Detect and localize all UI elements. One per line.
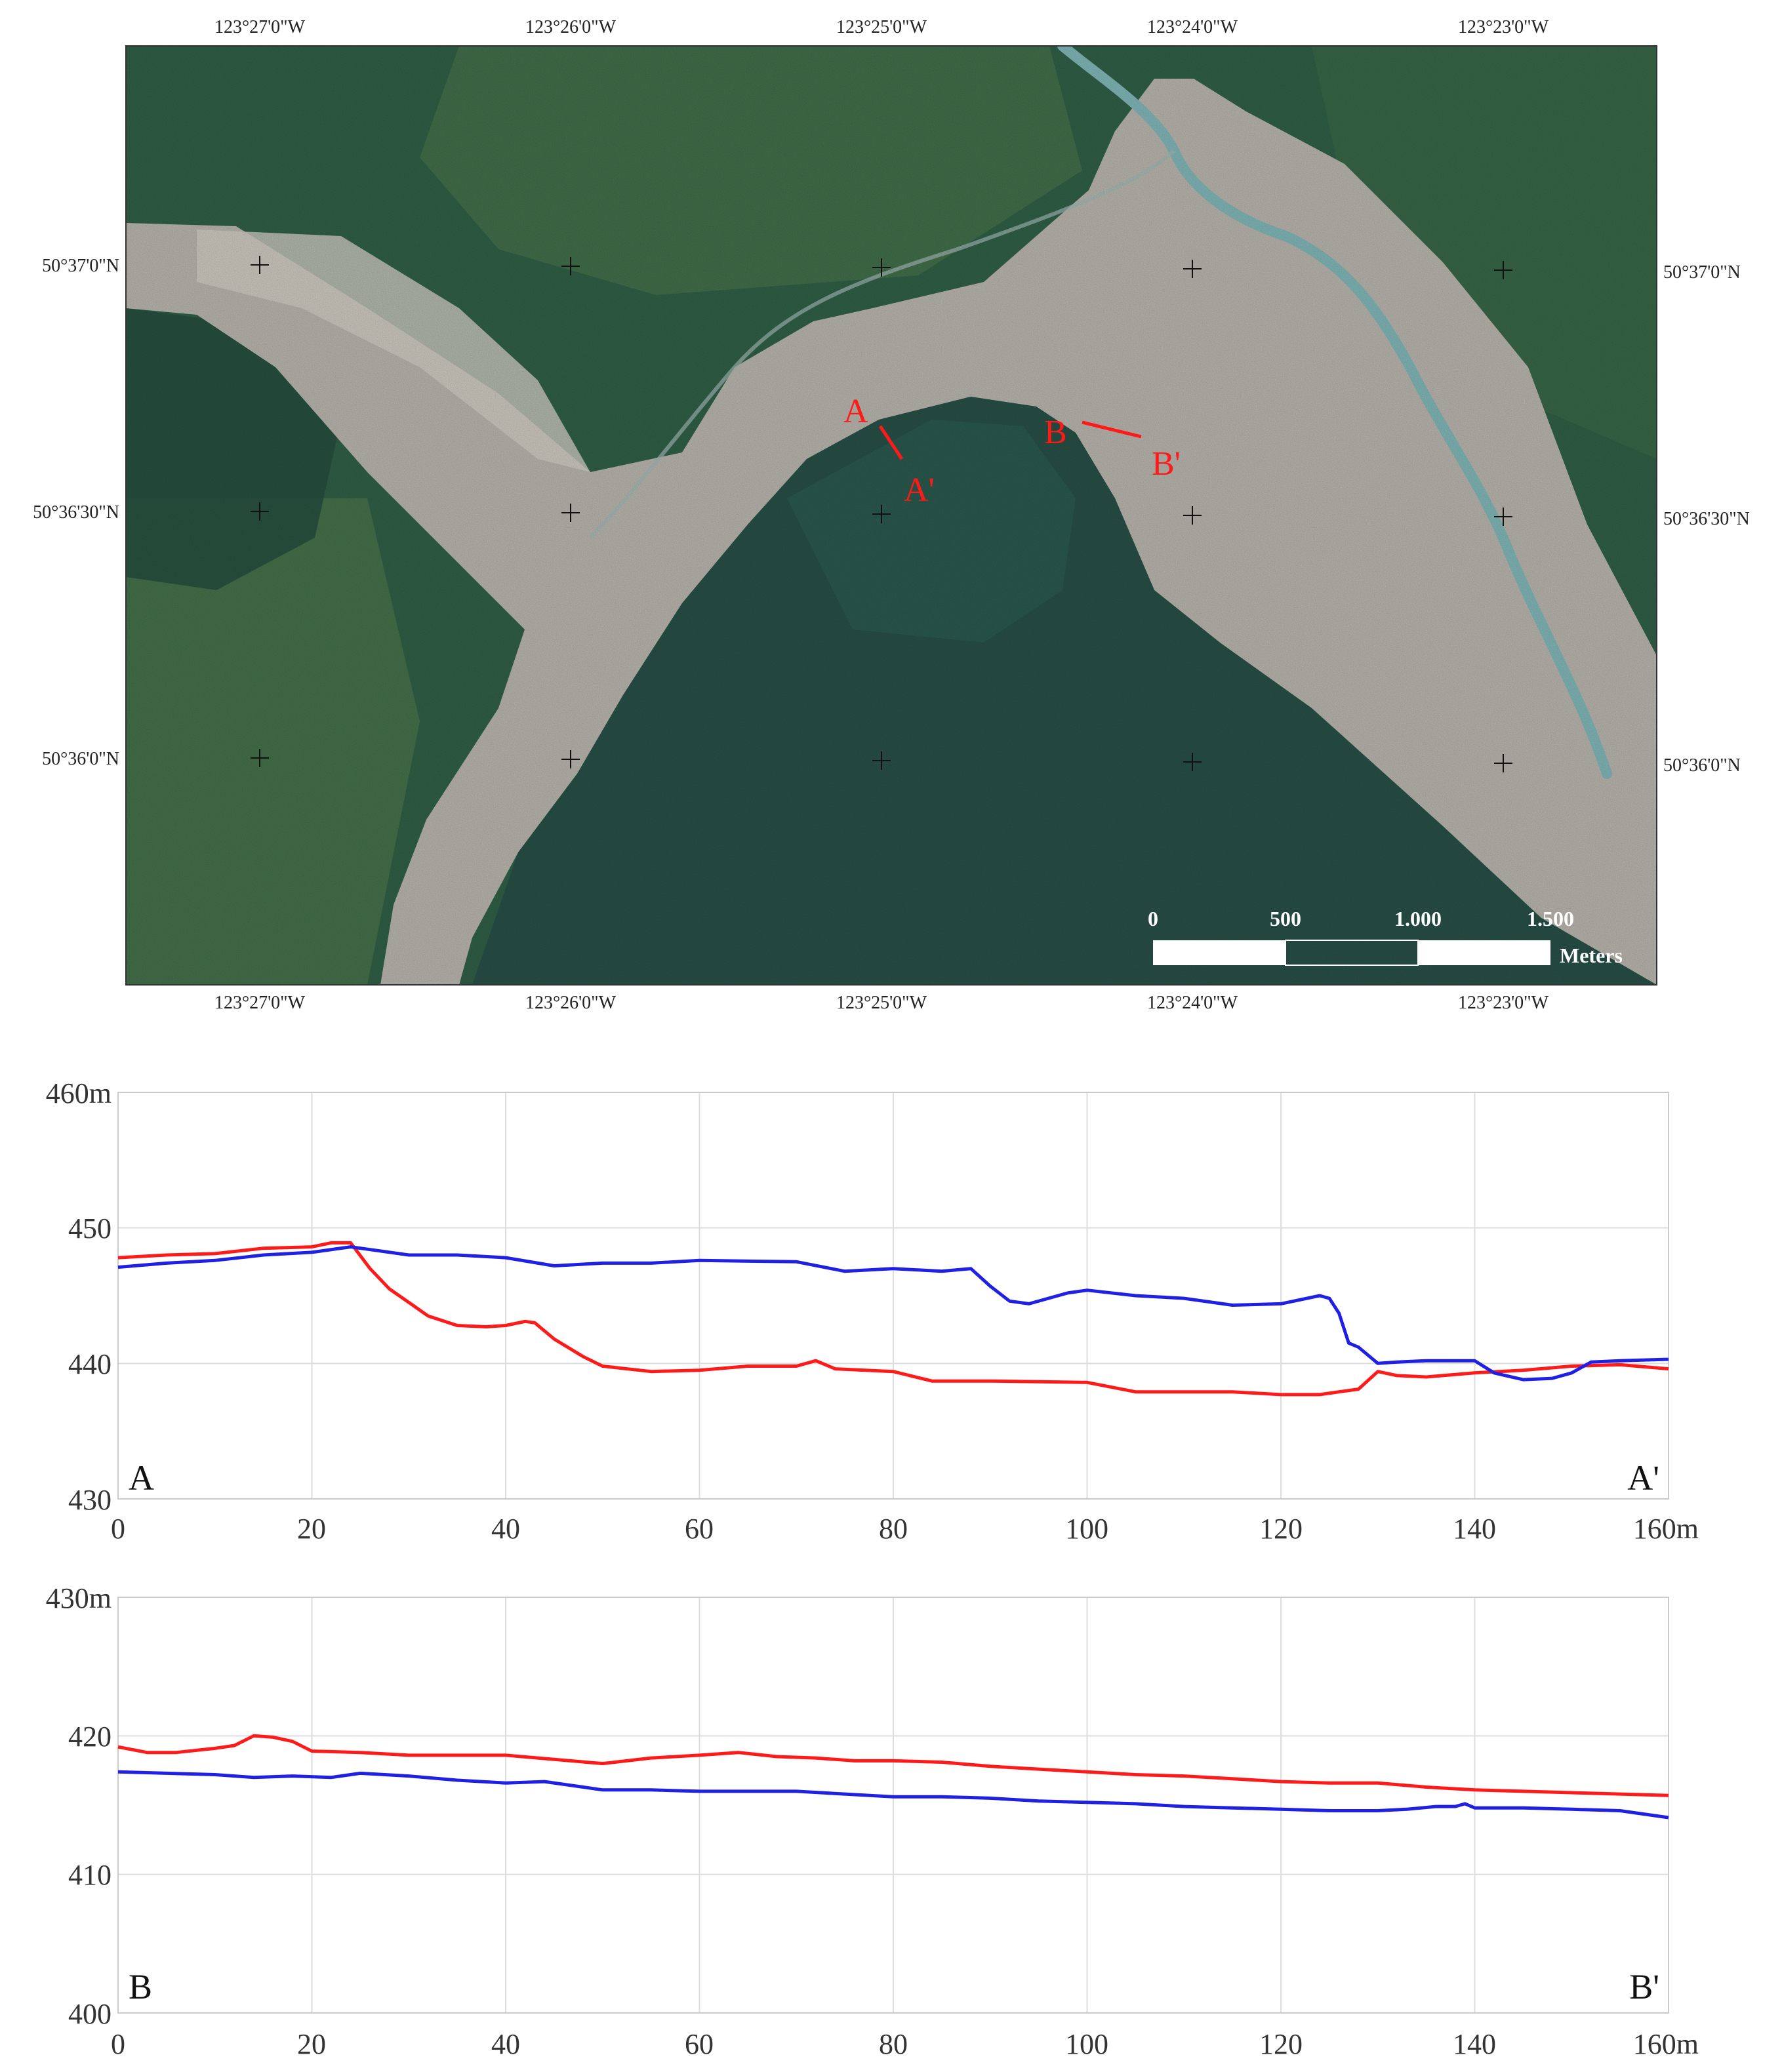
graticule-crosses bbox=[251, 256, 1512, 772]
y-tick-label: 450 bbox=[68, 1212, 111, 1245]
x-tick-label: 80 bbox=[879, 2028, 908, 2060]
profile-series-blue bbox=[117, 1770, 1669, 1820]
lat-label-left: 50°36'0"N bbox=[42, 749, 119, 769]
x-tick-label: 20 bbox=[297, 1513, 326, 1545]
y-tick-label: 400 bbox=[68, 1998, 111, 2030]
x-tick-label: 0 bbox=[111, 2028, 125, 2060]
lon-label-top: 123°26'0"W bbox=[525, 17, 617, 37]
profile-end-label: B' bbox=[1629, 1967, 1659, 2006]
y-tick-label: 460m bbox=[46, 1077, 111, 1109]
profile-chart-a: 430 440 450 460m 0 20 40 60 80 100 120 1… bbox=[46, 1077, 1699, 1545]
profile-label-a: A bbox=[843, 393, 868, 430]
left-latitude-labels: 50°37'0"N 50°36'30"N 50°36'0"N bbox=[33, 256, 119, 769]
lon-label-bottom: 123°23'0"W bbox=[1458, 993, 1549, 1013]
bottom-longitude-labels: 123°27'0"W 123°26'0"W 123°25'0"W 123°24'… bbox=[214, 993, 1549, 1013]
profile-label-b: B bbox=[1044, 414, 1067, 451]
chart-frame bbox=[117, 1092, 1669, 1500]
scale-segment bbox=[1418, 940, 1550, 965]
x-tick-label: 60 bbox=[685, 1513, 714, 1545]
x-tick-label: 120 bbox=[1259, 1513, 1303, 1545]
scale-segment bbox=[1153, 940, 1286, 965]
y-tick-labels: 430 440 450 460m bbox=[46, 1077, 111, 1516]
right-latitude-labels: 50°37'0"N 50°36'30"N 50°36'0"N bbox=[1663, 262, 1750, 776]
y-tick-labels: 400 410 420 430m bbox=[46, 1582, 111, 2030]
profile-series-red bbox=[117, 1734, 1669, 1797]
lon-label-bottom: 123°25'0"W bbox=[836, 993, 927, 1013]
x-tick-labels: 0 20 40 60 80 100 120 140 160m bbox=[111, 1513, 1699, 1545]
lat-label-right: 50°37'0"N bbox=[1663, 262, 1741, 283]
scale-tick-label: 500 bbox=[1270, 907, 1301, 930]
chart-series bbox=[117, 1734, 1669, 1820]
lat-label-left: 50°37'0"N bbox=[42, 256, 119, 276]
lon-label-top: 123°25'0"W bbox=[836, 17, 927, 37]
lon-label-top: 123°27'0"W bbox=[214, 17, 306, 37]
top-longitude-labels: 123°27'0"W 123°26'0"W 123°25'0"W 123°24'… bbox=[214, 17, 1549, 37]
x-tick-label: 0 bbox=[111, 1513, 125, 1545]
x-tick-labels: 0 20 40 60 80 100 120 140 160m bbox=[111, 2028, 1699, 2060]
lon-label-bottom: 123°24'0"W bbox=[1147, 993, 1238, 1013]
x-tick-label: 120 bbox=[1259, 2028, 1303, 2060]
lat-label-right: 50°36'0"N bbox=[1663, 755, 1741, 776]
map-frame bbox=[125, 45, 1657, 986]
chart-frame bbox=[117, 1597, 1669, 2014]
x-tick-label: 100 bbox=[1065, 1513, 1108, 1545]
chart-series bbox=[117, 1241, 1669, 1397]
profile-end-label: A' bbox=[1627, 1458, 1659, 1498]
x-tick-label: 20 bbox=[297, 2028, 326, 2060]
y-tick-label: 440 bbox=[68, 1348, 111, 1380]
x-tick-label: 40 bbox=[491, 2028, 520, 2060]
scale-tick-label: 1.000 bbox=[1394, 907, 1442, 930]
satellite-map: 123°27'0"W 123°26'0"W 123°25'0"W 123°24'… bbox=[33, 17, 1750, 1013]
profile-label-b-prime: B' bbox=[1152, 445, 1181, 483]
satellite-image bbox=[126, 46, 1657, 985]
lon-label-top: 123°23'0"W bbox=[1458, 17, 1549, 37]
lat-label-left: 50°36'30"N bbox=[33, 502, 119, 523]
profile-chart-b: 400 410 420 430m 0 20 40 60 80 100 120 1… bbox=[46, 1582, 1699, 2060]
profile-start-label: A bbox=[129, 1458, 154, 1498]
x-tick-label: 40 bbox=[491, 1513, 520, 1545]
profile-b-marker: B B' bbox=[1044, 414, 1181, 483]
y-tick-label: 410 bbox=[68, 1859, 111, 1891]
scale-tick-label: 0 bbox=[1148, 907, 1158, 930]
lon-label-bottom: 123°26'0"W bbox=[525, 993, 617, 1013]
profile-start-label: B bbox=[129, 1967, 152, 2006]
lon-label-bottom: 123°27'0"W bbox=[214, 993, 306, 1013]
profile-line-b bbox=[1082, 420, 1142, 439]
chart-grid bbox=[117, 1092, 1669, 1500]
x-tick-label: 140 bbox=[1453, 1513, 1496, 1545]
y-tick-label: 430m bbox=[46, 1582, 111, 1614]
scale-unit-label: Meters bbox=[1560, 944, 1623, 967]
profile-a-marker: A A' bbox=[843, 393, 935, 509]
y-tick-label: 430 bbox=[68, 1484, 111, 1516]
x-tick-label: 140 bbox=[1453, 2028, 1496, 2060]
x-tick-label: 160m bbox=[1633, 1513, 1699, 1545]
x-tick-label: 60 bbox=[685, 2028, 714, 2060]
lon-label-top: 123°24'0"W bbox=[1147, 17, 1238, 37]
x-tick-label: 160m bbox=[1633, 2028, 1699, 2060]
x-tick-label: 80 bbox=[879, 1513, 908, 1545]
scale-tick-label: 1.500 bbox=[1527, 907, 1574, 930]
scale-bar: 0 500 1.000 1.500 Meters bbox=[1148, 907, 1623, 967]
lat-label-right: 50°36'30"N bbox=[1663, 509, 1750, 529]
profile-series-blue bbox=[117, 1245, 1669, 1382]
profile-line-a bbox=[878, 425, 904, 460]
profile-label-a-prime: A' bbox=[904, 471, 935, 509]
y-tick-label: 420 bbox=[68, 1721, 111, 1753]
profile-series-red bbox=[117, 1241, 1669, 1397]
texture-overlay bbox=[126, 46, 1657, 985]
x-tick-label: 100 bbox=[1065, 2028, 1108, 2060]
